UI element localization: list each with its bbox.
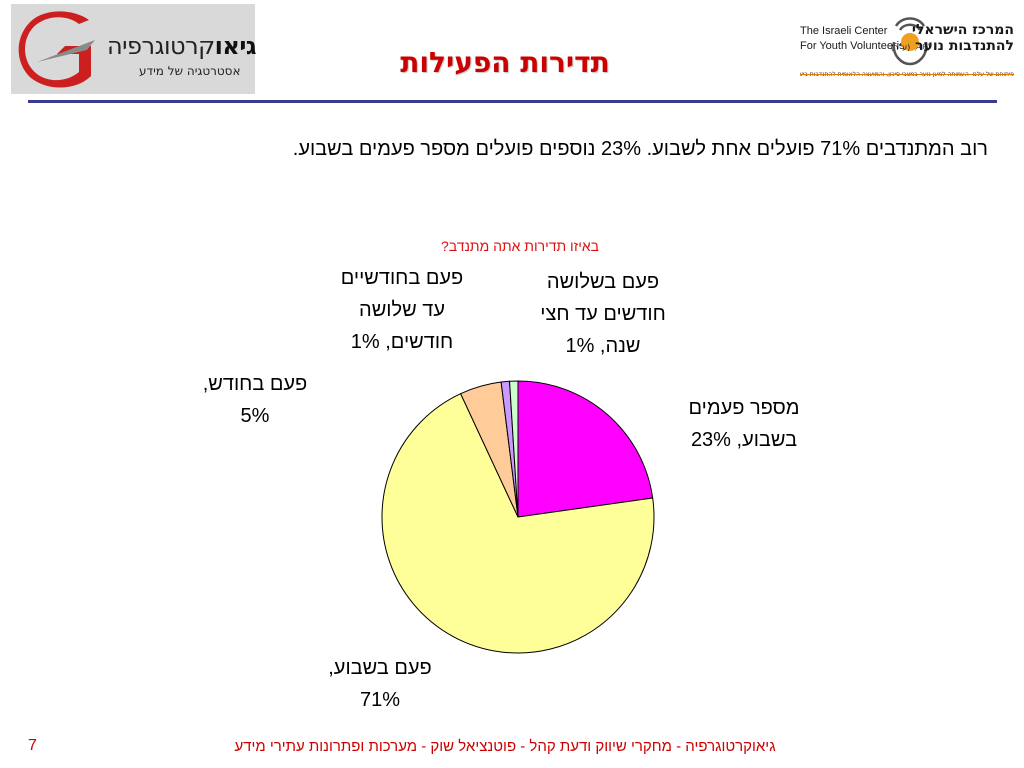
geocartography-g-icon — [18, 11, 95, 88]
pie-slice-4 — [509, 380, 519, 518]
pie-slice-label-line: 5% — [240, 405, 270, 427]
summary-text: רוב המתנדבים 71% פועלים אחת לשבוע. 23% נ… — [292, 138, 988, 160]
pie-slice-label-2: פעם בחודש, 5% — [180, 368, 330, 432]
logo-tagline: אסטרטגיה של מידע — [139, 64, 241, 78]
hands-emblem-icon — [892, 17, 928, 66]
chart-title: באיזו תדירות אתה מתנדב? — [440, 238, 600, 254]
pie-slice-label-line: חודשים, 1% — [350, 331, 454, 353]
pie-slice-label-line: שנה, 1% — [565, 335, 641, 357]
pie-slice-label-line: פעם בחודש, — [202, 373, 308, 395]
pie-slice-label-4: פעם בשלושה חודשים עד חצי שנה, 1% — [518, 266, 688, 362]
pie-slice-label-line: פעם בשבוע, — [328, 657, 432, 679]
pie-slice-label-line: עד שלושה — [359, 299, 445, 321]
pie-slice-label-line: מספר פעמים — [688, 397, 800, 419]
page-number: 7 — [28, 737, 37, 754]
header-divider — [28, 100, 997, 103]
pie-slice-0 — [517, 380, 654, 518]
pie-slice-label-line: פעם בחודשיים — [340, 267, 464, 289]
pie-slice-label-0: מספר פעמים בשבוע, 23% — [664, 392, 824, 456]
pie-slice-label-line: 71% — [359, 689, 401, 711]
logo-divider — [800, 74, 1014, 75]
pie-slice-label-line: בשבוע, 23% — [690, 429, 798, 451]
pie-slice-label-1: פעם בשבוע, 71% — [300, 652, 460, 716]
pie-slice-label-3: פעם בחודשיים עד שלושה חודשים, 1% — [322, 262, 482, 358]
logo-english-text: The Israeli Center For Youth Volunteeris… — [800, 25, 931, 52]
footer-text: גיאוקרטוגרפיה - מחקרי שיווק ודעת קהל - פ… — [234, 738, 776, 755]
page-title: תדירות הפעילות — [400, 46, 610, 79]
logo-brand-text: גיאוקרטוגרפיה — [107, 32, 257, 60]
logo-hebrew-text: המרכז הישראלי להתנדבות נוער (ע"ר) — [890, 22, 1014, 54]
pie-slice-label-line: חודשים עד חצי — [540, 303, 666, 325]
pie-slice-label-line: פעם בשלושה — [546, 271, 660, 293]
pie-slice-1 — [381, 393, 655, 654]
geocartography-logo: גיאוקרטוגרפיה אסטרטגיה של מידע — [11, 4, 257, 94]
